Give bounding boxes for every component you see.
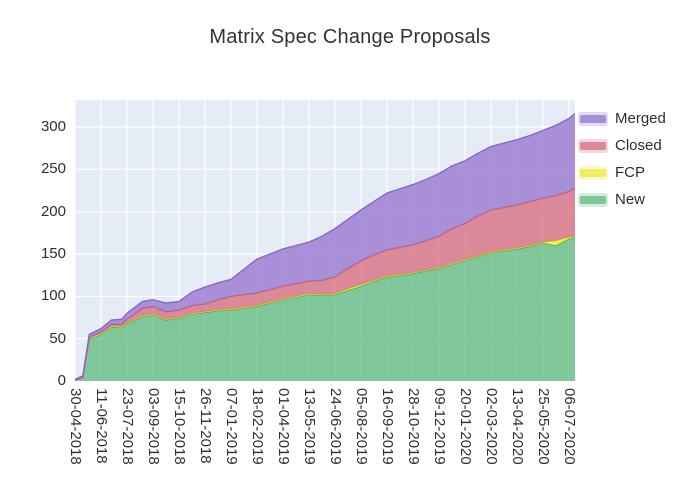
x-axis-tick-label: 05-08-2019 — [353, 388, 370, 465]
x-axis-tick-label: 16-09-2019 — [379, 388, 396, 465]
legend-label: Merged — [615, 110, 666, 127]
x-axis-tick-label: 18-02-2019 — [249, 388, 266, 465]
legend-swatch-color — [580, 168, 606, 177]
legend-item-merged[interactable]: Merged — [578, 105, 666, 132]
legend-swatch-fcp — [578, 165, 608, 180]
y-axis-tick-label: 100 — [40, 287, 66, 305]
legend-swatch-merged — [578, 111, 608, 126]
legend-item-fcp[interactable]: FCP — [578, 159, 666, 186]
area-closed — [75, 188, 575, 381]
x-axis-tick-label: 13-04-2020 — [509, 388, 526, 465]
legend-swatch-closed — [578, 138, 608, 153]
x-axis-tick-label: 02-03-2020 — [483, 388, 500, 465]
legend-swatch-color — [580, 195, 606, 204]
x-axis-tick-label: 07-01-2019 — [223, 388, 240, 465]
x-axis-tick-label: 20-01-2020 — [457, 388, 474, 465]
legend-label: Closed — [615, 137, 662, 154]
x-axis-tick-label: 15-10-2018 — [171, 388, 188, 465]
x-axis-tick-label: 03-09-2018 — [145, 388, 162, 465]
legend-label: New — [615, 191, 646, 208]
area-merged — [75, 113, 575, 381]
legend-swatch-new — [578, 192, 608, 207]
x-axis-tick-label: 26-11-2018 — [197, 388, 214, 464]
chart-title: Matrix Spec Change Proposals — [209, 26, 491, 48]
legend-label: FCP — [615, 164, 645, 181]
legend: Merged Closed FCP New — [578, 105, 666, 213]
x-axis-tick-label: 25-05-2020 — [535, 388, 552, 465]
x-axis-tick-label: 13-05-2019 — [301, 388, 318, 465]
legend-item-closed[interactable]: Closed — [578, 132, 666, 159]
x-axis-tick-label: 06-07-2020 — [561, 388, 578, 465]
x-axis-tick-label: 24-06-2019 — [327, 388, 344, 465]
y-axis-tick-label: 250 — [40, 160, 66, 178]
legend-swatch-color — [580, 141, 606, 150]
y-axis-tick-label: 0 — [57, 372, 66, 389]
y-axis-tick-label: 50 — [49, 329, 66, 347]
x-axis-tick-label: 23-07-2018 — [119, 388, 136, 465]
line-merged — [75, 112, 575, 380]
stacked-area-chart — [75, 100, 575, 381]
plot-area[interactable] — [75, 100, 575, 381]
x-axis-tick-label: 28-10-2019 — [405, 388, 422, 465]
x-axis-tick-label: 11-06-2018 — [93, 388, 110, 464]
y-axis-tick-label: 300 — [40, 118, 66, 135]
x-axis-tick-label: 09-12-2019 — [431, 388, 448, 465]
y-axis-tick-label: 150 — [40, 245, 66, 262]
area-new — [75, 237, 575, 381]
x-axis-tick-label: 01-04-2019 — [275, 388, 292, 465]
y-axis-tick-label: 200 — [40, 202, 66, 220]
x-axis-tick-label: 30-04-2018 — [67, 388, 84, 465]
legend-swatch-color — [580, 114, 606, 123]
legend-item-new[interactable]: New — [578, 186, 666, 213]
